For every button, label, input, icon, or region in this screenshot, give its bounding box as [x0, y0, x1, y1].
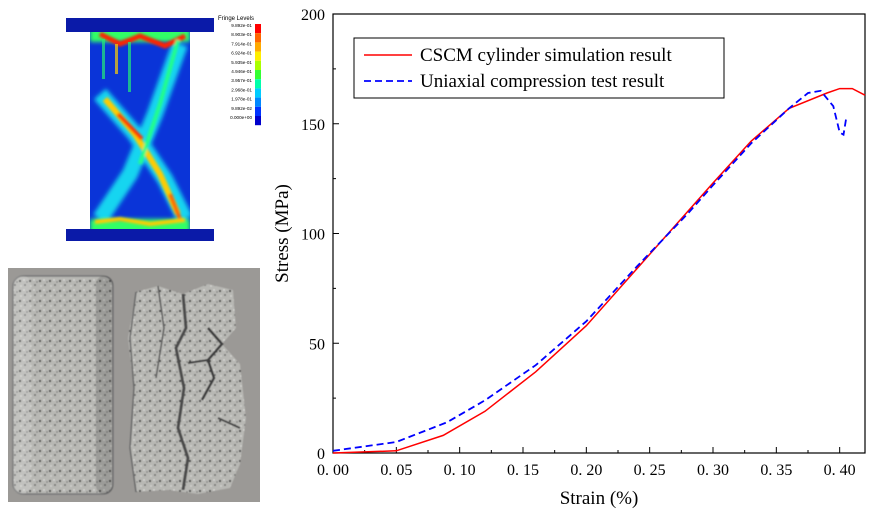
x-tick-label: 0. 00: [317, 462, 349, 479]
fringe-swatch: [255, 97, 261, 107]
x-axis-label: Strain (%): [560, 488, 639, 509]
x-tick-label: 0. 35: [760, 462, 792, 479]
legend-label-simulation: CSCM cylinder simulation result: [420, 45, 672, 66]
fringe-swatch: [255, 106, 261, 116]
series-line-simulation: [332, 87, 866, 454]
y-tick-label: 150: [301, 117, 325, 134]
simulation-contour-panel: Fringe Levels 9.892e-01 8.903e-01 7.914e-0…: [60, 14, 270, 244]
data-series: [332, 87, 866, 454]
fringe-swatch: [255, 24, 261, 34]
y-axis-label: Stress (MPa): [272, 184, 293, 283]
fringe-level-label: 1.978e-01: [231, 97, 252, 102]
bottom-loading-plate: [66, 229, 214, 241]
x-tick-label: 0. 30: [697, 462, 729, 479]
fringe-level-label: 4.946e-01: [231, 69, 252, 74]
x-tick-label: 0. 05: [380, 462, 412, 479]
fringe-level-label: 3.957e-01: [231, 78, 252, 83]
fractured-specimen: [128, 284, 246, 494]
x-tick-label: 0. 10: [444, 462, 476, 479]
fringe-color-scale: 9.892e-01 8.903e-01 7.914e-01 6.924e-01 5.93…: [230, 23, 261, 126]
fringe-swatch: [255, 79, 261, 89]
series-line-test: [332, 89, 847, 452]
fringe-level-label: 9.892e-01: [231, 23, 252, 28]
intact-specimen: [12, 275, 114, 495]
fringe-level-label: 6.924e-01: [231, 51, 252, 56]
simulation-contour-image: Fringe Levels 9.892e-01 8.903e-01 7.914e-0…: [66, 16, 261, 241]
stress-strain-chart-panel: 0. 00 0. 05 0. 10 0. 15 0. 20 0. 25 0. 30 0. 35…: [262, 0, 869, 515]
fringe-title: Fringe Levels: [218, 16, 254, 22]
specimen-photo-panel: [8, 268, 260, 502]
y-tick-label: 200: [301, 7, 325, 24]
fringe-level-label: 9.892e-02: [231, 106, 252, 111]
fringe-swatch: [255, 51, 261, 61]
stress-strain-chart: 0. 00 0. 05 0. 10 0. 15 0. 20 0. 25 0. 30 0. 35…: [272, 7, 866, 509]
x-tick-label: 0. 25: [634, 462, 666, 479]
y-tick-label: 100: [301, 227, 325, 244]
x-tick-label: 0. 20: [570, 462, 602, 479]
top-loading-plate: [66, 18, 214, 32]
fringe-swatch: [255, 60, 261, 70]
fringe-swatch: [255, 88, 261, 98]
legend-label-test: Uniaxial compression test result: [420, 71, 665, 92]
y-tick-label: 50: [309, 336, 325, 353]
fringe-level-label: 2.968e-01: [231, 87, 252, 92]
fringe-level-label: 7.914e-01: [231, 41, 252, 46]
chart-legend: CSCM cylinder simulation result Uniaxial…: [353, 37, 725, 99]
fringe-level-label: 8.903e-01: [231, 32, 252, 37]
fringe-level-label: 5.935e-01: [231, 60, 252, 65]
legend-box: [353, 37, 725, 99]
fringe-swatch: [255, 70, 261, 80]
fringe-swatch: [255, 33, 261, 43]
x-tick-label: 0. 40: [824, 462, 856, 479]
fringe-level-label: 0.000e+00: [230, 115, 252, 120]
specimen-photo: [8, 268, 260, 502]
fringe-swatch: [255, 116, 261, 126]
x-tick-label: 0. 15: [507, 462, 539, 479]
axis-ticks: 0. 00 0. 05 0. 10 0. 15 0. 20 0. 25 0. 30 0. 35…: [301, 7, 856, 479]
y-tick-label: 0: [317, 446, 325, 463]
fringe-swatch: [255, 42, 261, 52]
